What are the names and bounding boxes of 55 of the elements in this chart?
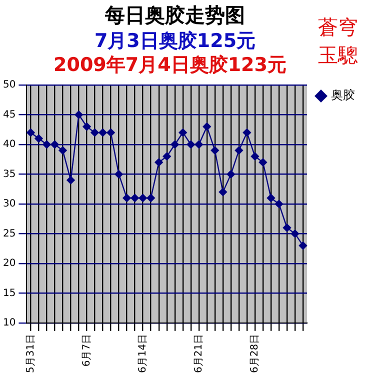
y-tick-label: 30 xyxy=(2,198,16,210)
point xyxy=(202,122,211,131)
point xyxy=(98,128,107,137)
point xyxy=(282,224,292,232)
legend-label: 奥胶 xyxy=(331,88,355,102)
point xyxy=(90,128,99,137)
point xyxy=(82,122,91,131)
text: 蒼穹 xyxy=(318,14,358,41)
x-tick-label: 5月31日 xyxy=(25,334,36,374)
y-tick-label: 15 xyxy=(2,288,16,299)
point xyxy=(242,128,252,137)
point xyxy=(154,158,163,166)
point xyxy=(290,230,300,238)
point xyxy=(226,170,236,178)
chart-subtitle: 7月3日奥胶125元 xyxy=(93,29,257,54)
point xyxy=(178,128,187,137)
y-tick-label: 50 xyxy=(2,80,16,91)
point xyxy=(26,128,35,137)
x-tick-label: 6月28日 xyxy=(250,334,261,374)
point xyxy=(162,152,171,160)
point xyxy=(74,110,83,119)
point xyxy=(218,188,228,196)
point xyxy=(50,140,59,149)
x-tick-label: 6月7日 xyxy=(81,334,92,367)
y-tick-label: 45 xyxy=(2,109,16,120)
point xyxy=(298,241,308,250)
point xyxy=(250,152,260,160)
point xyxy=(170,140,179,149)
point xyxy=(122,194,131,202)
point xyxy=(34,134,43,143)
text: 2009年7月4日奥胶123元 xyxy=(54,54,286,76)
point xyxy=(258,158,268,166)
x-tick-label: 6月14日 xyxy=(137,334,148,374)
point xyxy=(194,140,203,149)
y-tick-label: 10 xyxy=(2,318,16,329)
point xyxy=(266,194,276,202)
point xyxy=(234,146,244,155)
y-tick-label: 40 xyxy=(2,139,16,150)
x-tick-label: 6月21日 xyxy=(193,334,204,374)
point xyxy=(66,176,75,184)
chart-title: 每日奥胶走势图 xyxy=(104,2,246,29)
point xyxy=(130,194,139,202)
y-tick-label: 25 xyxy=(2,228,16,240)
y-tick-label: 35 xyxy=(2,168,16,180)
point xyxy=(146,194,155,202)
point xyxy=(186,140,195,149)
point xyxy=(58,146,67,155)
point xyxy=(138,194,147,202)
point xyxy=(106,128,115,137)
point xyxy=(114,170,123,178)
y-tick-label: 20 xyxy=(2,258,16,270)
point xyxy=(274,200,284,208)
point xyxy=(42,140,51,149)
text: 玉驄 xyxy=(318,42,358,69)
point xyxy=(210,146,220,155)
